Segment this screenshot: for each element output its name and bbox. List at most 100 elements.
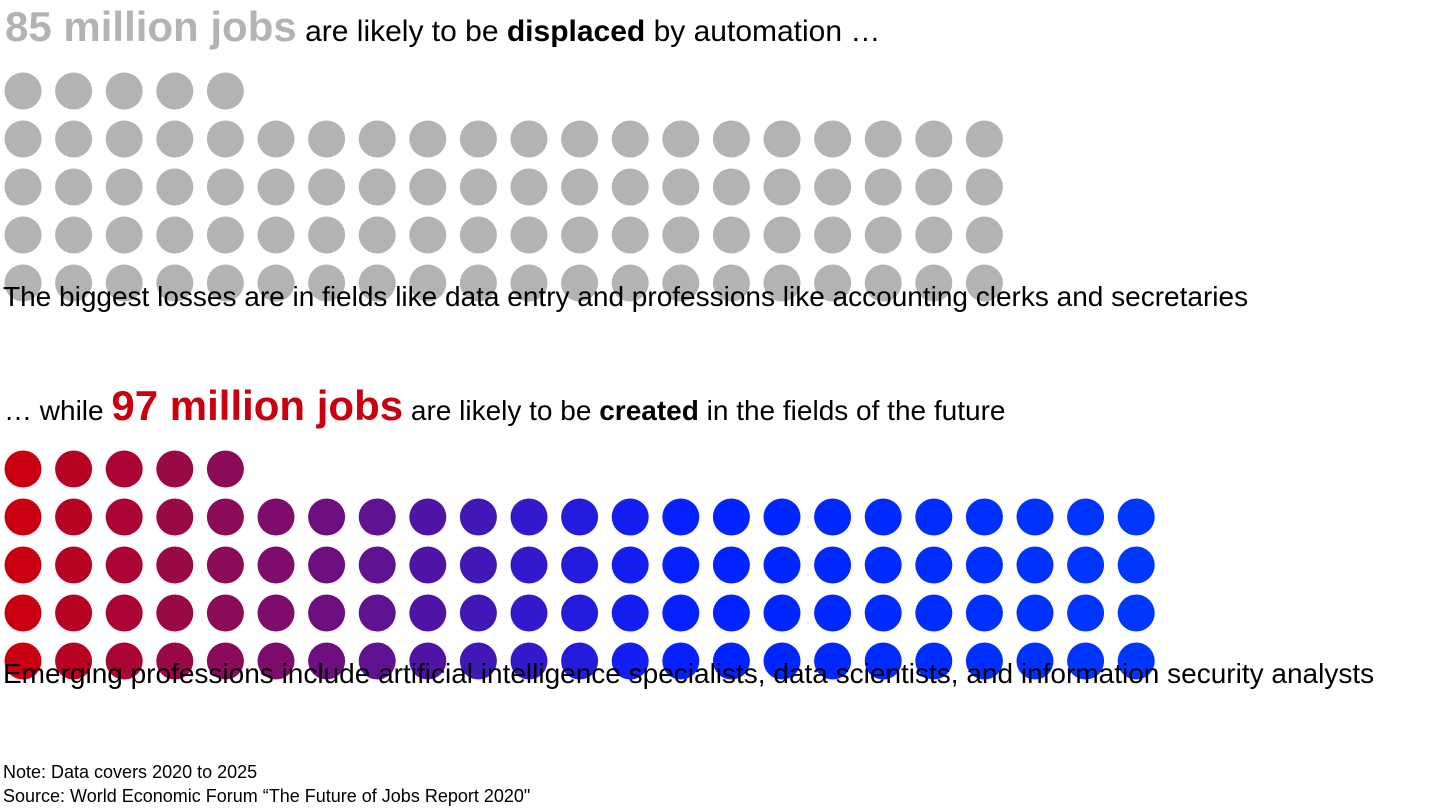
created-keyword: created [599,395,699,426]
displaced-job-dot [105,72,143,110]
created-job-dot [257,642,295,680]
displaced-job-dot [257,120,295,158]
created-job-dot [308,546,346,584]
displaced-job-dot [763,264,801,302]
created-job-dot [4,450,42,488]
displaced-job-dot [206,216,244,254]
created-job-dot [915,594,953,632]
created-job-dot [915,642,953,680]
displaced-job-dot [459,120,497,158]
created-job-dot [814,498,852,536]
displaced-job-dot [814,264,852,302]
created-job-dot [358,594,396,632]
displaced-job-dot [4,168,42,206]
created-job-dot [611,642,649,680]
created-job-dot [105,594,143,632]
created-job-dot [561,594,599,632]
displaced-job-dot [510,216,548,254]
created-job-dot [712,642,750,680]
created-job-dot [409,546,447,584]
created-job-dot [156,594,194,632]
displaced-job-dot [156,120,194,158]
displaced-job-dot [814,168,852,206]
displaced-job-dot [459,168,497,206]
created-job-dot [510,642,548,680]
created-job-dot [712,546,750,584]
displaced-job-dot [763,120,801,158]
displaced-job-dot [156,264,194,302]
displaced-job-dot [915,216,953,254]
displaced-job-dot [712,216,750,254]
created-job-dot [55,546,93,584]
created-job-dot [965,642,1003,680]
created-job-dot [864,546,902,584]
displaced-job-dot [864,264,902,302]
displaced-job-dot [308,168,346,206]
displaced-job-dot [712,120,750,158]
created-text-after: in the fields of the future [706,395,1006,426]
displaced-job-dot [257,264,295,302]
displaced-job-dot [510,168,548,206]
created-job-dot [105,546,143,584]
created-job-dot [358,642,396,680]
displaced-job-dot [763,168,801,206]
created-job-dot [915,546,953,584]
headline-created: … while 97 million jobs are likely to be… [4,378,1005,434]
created-job-dot [257,498,295,536]
created-job-dot [4,594,42,632]
created-job-dot [409,642,447,680]
created-job-dot [510,546,548,584]
created-job-dot [864,594,902,632]
created-job-dot [206,498,244,536]
created-job-dot [662,642,700,680]
displaced-job-dot [308,120,346,158]
created-job-dot [965,546,1003,584]
created-job-dot [763,594,801,632]
created-job-dot [55,450,93,488]
displaced-job-dot [965,120,1003,158]
displaced-job-dot [763,216,801,254]
displaced-job-dot [915,120,953,158]
displaced-job-dot [864,168,902,206]
created-job-dot [1117,546,1155,584]
created-job-dot [105,450,143,488]
created-job-dot [459,642,497,680]
displaced-job-dot [105,216,143,254]
created-job-dot [712,594,750,632]
displaced-job-dot [510,120,548,158]
created-job-dot [965,498,1003,536]
created-job-dot [561,546,599,584]
created-job-dot [763,498,801,536]
created-job-dot [1067,642,1105,680]
created-job-dot [55,594,93,632]
displaced-dot-chart [4,72,1003,302]
displaced-job-dot [105,168,143,206]
created-job-dot [4,546,42,584]
displaced-job-dot [814,216,852,254]
displaced-job-dot [814,120,852,158]
displaced-job-dot [611,264,649,302]
displaced-job-dot [358,264,396,302]
created-job-dot [358,546,396,584]
created-job-dot [561,498,599,536]
created-text-before: are likely to be [410,395,592,426]
created-job-dot [1067,594,1105,632]
created-job-dot [1016,642,1054,680]
displaced-job-dot [308,216,346,254]
created-job-dot [206,450,244,488]
created-job-dot [915,498,953,536]
displaced-job-dot [611,168,649,206]
created-job-dot [257,546,295,584]
created-job-dot [459,498,497,536]
displaced-job-dot [915,264,953,302]
created-job-dot [510,498,548,536]
displaced-job-dot [864,120,902,158]
displaced-job-dot [662,216,700,254]
displaced-job-dot [55,72,93,110]
created-job-dot [814,642,852,680]
displaced-job-dot [206,72,244,110]
displaced-job-dot [409,168,447,206]
emerging-description: Emerging professions include artificial … [3,658,1375,689]
created-job-dot [864,642,902,680]
displaced-job-dot [712,264,750,302]
